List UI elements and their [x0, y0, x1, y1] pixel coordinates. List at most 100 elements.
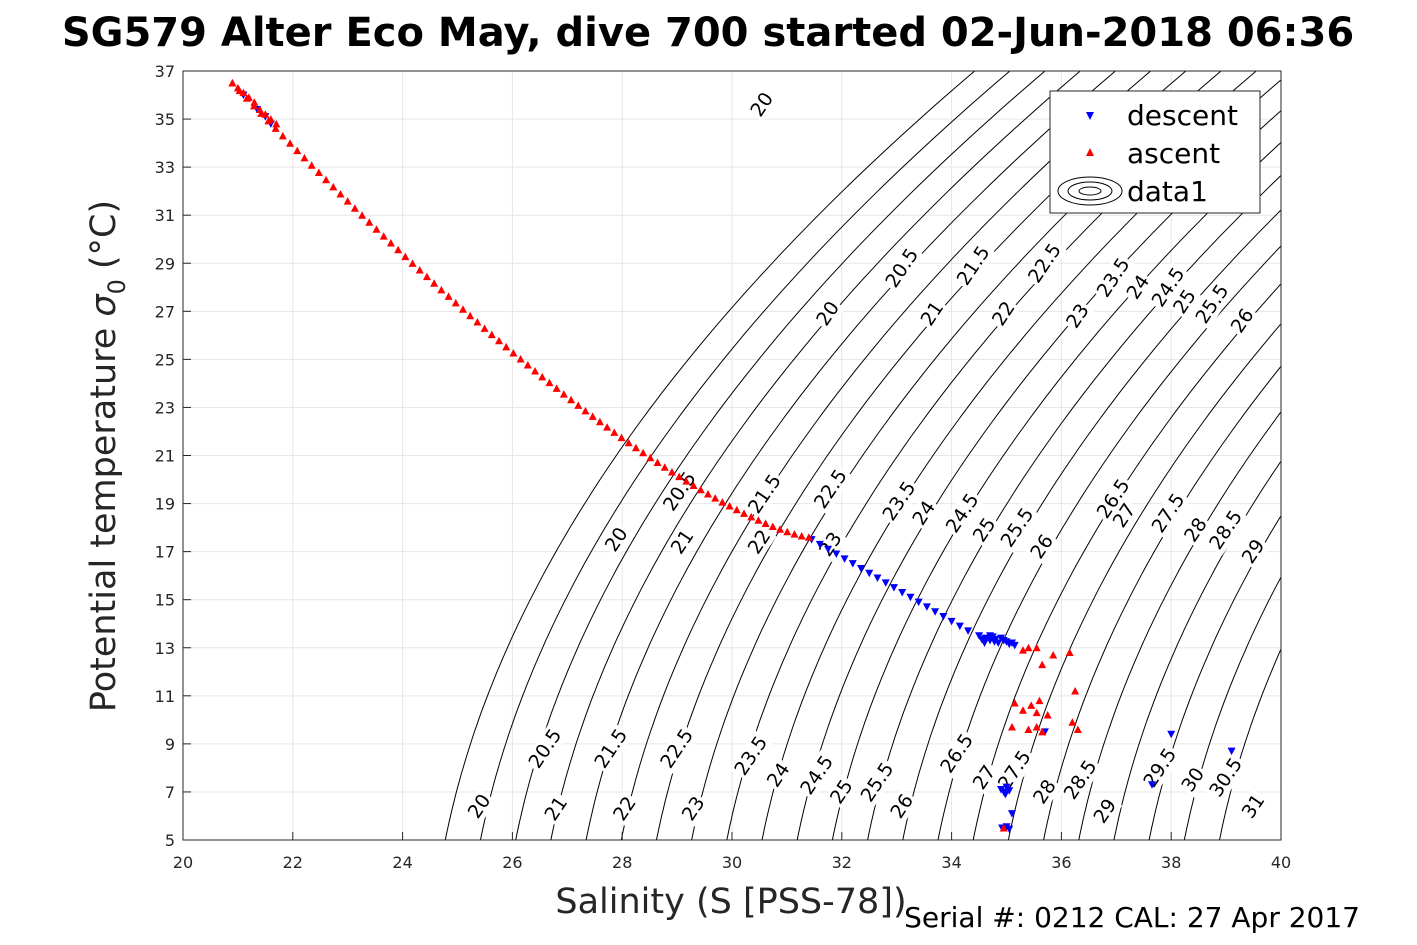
contour-label-bg	[1121, 269, 1156, 306]
contour-label-bg	[915, 295, 950, 332]
x-tick-label: 38	[1161, 853, 1181, 872]
contour-label-bg	[599, 521, 634, 558]
ascent-point	[574, 401, 583, 409]
descent-point	[1007, 810, 1016, 818]
ascent-point	[286, 139, 295, 147]
contour-label-bg	[655, 723, 700, 775]
ascent-point	[516, 355, 525, 363]
ascent-point	[603, 423, 612, 431]
y-axis-label-subscript: 0	[103, 279, 131, 294]
ascent-point	[624, 438, 633, 447]
ascent-point	[235, 86, 244, 95]
descent-point	[947, 617, 956, 626]
ascent-point	[797, 531, 806, 540]
ascent-point	[1010, 699, 1019, 707]
ascent-point	[667, 467, 676, 476]
ascent-point	[300, 153, 309, 162]
y-axis-label-symbol: σ	[84, 293, 124, 317]
ascent-point	[718, 498, 727, 506]
descent-point	[906, 593, 915, 602]
y-tick-label: 21	[155, 447, 175, 466]
ascent-point	[711, 494, 720, 502]
ascent-point	[1024, 725, 1033, 733]
contour-label-bg	[1058, 754, 1103, 806]
contour-label-bg	[1088, 793, 1123, 830]
ascent-point	[631, 443, 640, 452]
ascent-point	[1018, 706, 1027, 714]
contour-label-bg	[795, 749, 840, 801]
isopycnal-line	[1148, 514, 1281, 840]
legend-box	[1049, 90, 1261, 214]
y-tick-label: 25	[155, 350, 175, 369]
ascent-point	[264, 116, 273, 125]
descent-point	[898, 588, 907, 597]
ascent-point	[365, 218, 374, 226]
ascent-point	[732, 505, 741, 514]
ascent-point	[754, 516, 763, 524]
ascent-point	[1073, 725, 1082, 733]
legend: descent ascent data1	[1049, 90, 1261, 214]
descent-point	[1010, 641, 1019, 650]
ascent-point	[458, 305, 467, 313]
contour-label-bg	[742, 468, 787, 520]
y-tick-label: 27	[155, 302, 175, 321]
contour-label-bg	[992, 744, 1037, 796]
ascent-point	[559, 390, 568, 398]
ascent-point	[1007, 723, 1016, 731]
contour-label-bg	[1167, 283, 1202, 320]
ascent-point	[675, 472, 684, 481]
ascent-point	[1043, 711, 1052, 719]
y-tick-label: 23	[155, 398, 175, 417]
ascent-point	[495, 336, 504, 345]
ascent-point	[314, 168, 323, 176]
ascent-point	[358, 211, 367, 219]
y-tick-label: 13	[155, 639, 175, 658]
x-tick-label: 26	[502, 853, 522, 872]
contour-label-bg	[967, 512, 1002, 548]
ascent-point	[271, 124, 280, 132]
contour-label-bg	[880, 242, 925, 294]
descent-point	[881, 579, 890, 587]
x-tick-label: 40	[1271, 853, 1291, 872]
x-axis-ticks: 20 22 24 26 28 30 32 34 36 38 40	[173, 832, 1291, 872]
ascent-point	[250, 101, 259, 110]
ascent-point	[293, 146, 302, 155]
ascent-point	[487, 330, 496, 339]
contour-label-bg	[742, 524, 777, 560]
isopycnal-line	[479, 71, 1011, 840]
ascent-point	[444, 292, 453, 300]
ascent-point	[257, 109, 266, 117]
isopycnal-line	[550, 71, 1081, 840]
ascent-point	[567, 395, 576, 404]
ascent-point	[379, 232, 388, 240]
ascent-point	[740, 509, 749, 517]
ascent-point	[999, 823, 1008, 832]
contour-label-bg	[1204, 504, 1249, 556]
ascent-point	[646, 453, 655, 462]
y-tick-label: 15	[155, 591, 175, 610]
ascent-point	[1032, 643, 1041, 652]
ascent-point	[466, 311, 475, 320]
descent-point	[1001, 790, 1010, 799]
contour-label-bg	[811, 295, 846, 332]
x-tick-label: 20	[173, 853, 193, 872]
ascent-point	[1032, 723, 1041, 731]
x-tick-label: 36	[1051, 853, 1071, 872]
contour-label-bg	[877, 475, 922, 527]
ascent-point	[653, 458, 662, 467]
contour-label-bg	[1236, 533, 1271, 570]
ascent-point	[531, 366, 540, 375]
serial-footer: Serial #: 0212 CAL: 27 Apr 2017	[904, 901, 1360, 934]
y-axis-label: Potential temperature σ0 (°C)	[84, 200, 131, 712]
ascent-point	[538, 372, 547, 381]
ascent-point	[1032, 708, 1041, 717]
ascent-point	[329, 182, 338, 191]
contour-label-bg	[1091, 252, 1136, 304]
isopycnal-line	[444, 71, 976, 840]
ascent-point	[422, 272, 431, 281]
contour-label-bg	[1178, 512, 1213, 548]
ascent-point	[639, 448, 648, 457]
contour-label-bg	[607, 790, 642, 827]
legend-contour-icon	[1057, 176, 1123, 206]
ascent-point	[660, 463, 669, 471]
